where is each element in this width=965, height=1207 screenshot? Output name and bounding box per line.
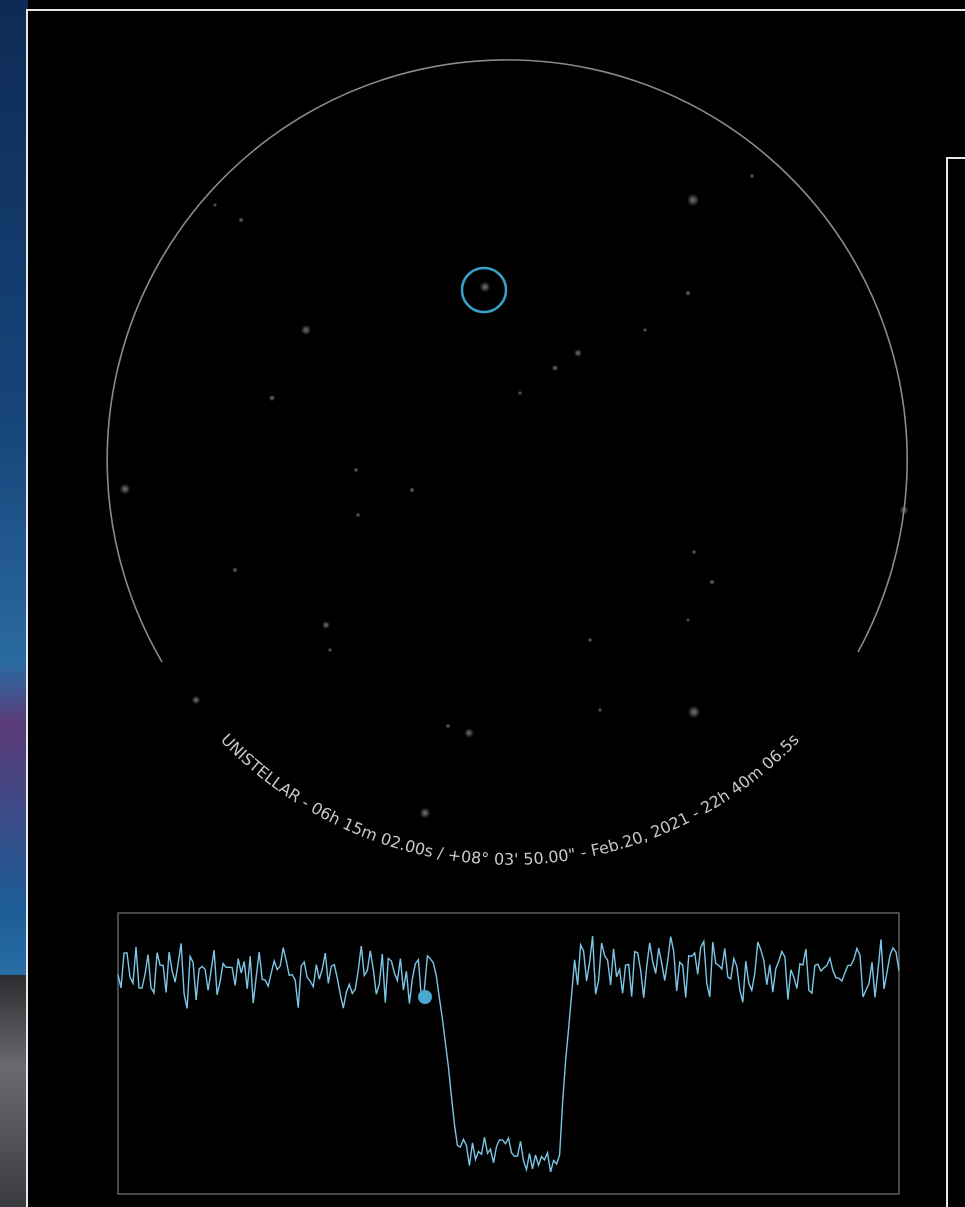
background-star	[709, 579, 715, 585]
side-panel	[946, 157, 965, 1207]
star-field	[119, 173, 909, 819]
background-star	[119, 483, 131, 495]
background-star	[238, 217, 244, 223]
eyepiece-caption: UNISTELLAR - 06h 15m 02.00s / +08° 03' 5…	[217, 730, 803, 869]
observation-panel	[26, 9, 965, 1207]
background-star	[419, 807, 431, 819]
background-star	[687, 705, 701, 719]
background-star	[551, 364, 559, 372]
background-star	[327, 647, 333, 653]
background-clouds	[0, 975, 28, 1207]
background-star	[597, 707, 603, 713]
background-star	[322, 621, 330, 629]
eyepiece-caption-text: UNISTELLAR - 06h 15m 02.00s / +08° 03' 5…	[217, 730, 803, 869]
background-star	[749, 173, 755, 179]
background-star	[642, 327, 648, 333]
background-star	[685, 617, 691, 623]
background-star	[409, 487, 415, 493]
light-curve-current-marker[interactable]	[418, 990, 432, 1004]
background-star	[232, 567, 238, 573]
background-star	[191, 695, 201, 705]
background-star	[691, 549, 697, 555]
eyepiece-ring	[106, 59, 908, 663]
background-star	[517, 390, 523, 396]
target-star-marker[interactable]	[460, 266, 508, 314]
background-star	[464, 728, 474, 738]
background-star	[479, 281, 491, 293]
background-star	[686, 193, 700, 207]
light-curve-frame	[117, 912, 900, 1195]
background-star	[268, 394, 276, 402]
background-star	[212, 202, 218, 208]
background-star	[353, 467, 359, 473]
background-star	[445, 723, 451, 729]
background-star	[574, 349, 582, 357]
light-curve-line	[117, 936, 900, 1173]
background-star	[300, 324, 312, 336]
background-star	[587, 637, 593, 643]
background-star	[355, 512, 361, 518]
background-star	[685, 290, 691, 296]
